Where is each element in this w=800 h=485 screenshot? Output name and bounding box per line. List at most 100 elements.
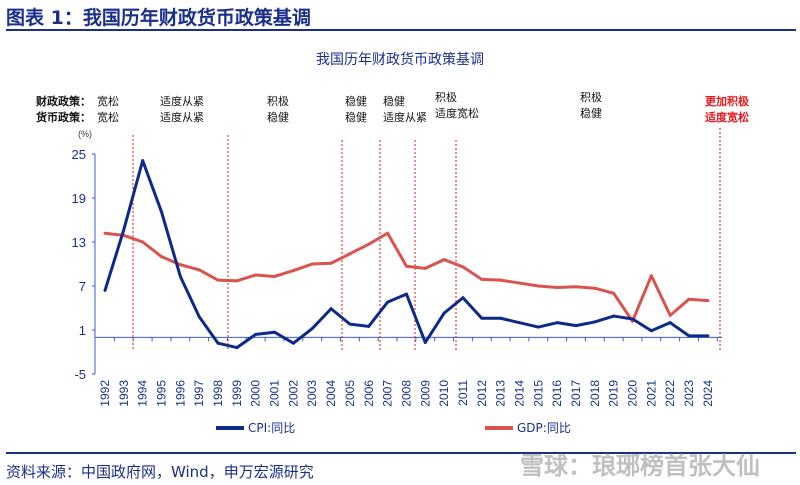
data-point-cpi: [404, 292, 408, 296]
data-point-cpi: [612, 314, 616, 318]
x-tick-label: 1992: [98, 380, 112, 407]
data-point-gdp: [103, 231, 107, 235]
chart-title: 我国历年财政货币政策基调: [316, 52, 484, 68]
data-point-gdp: [178, 263, 182, 267]
y-tick-label: 7: [79, 279, 86, 294]
legend-gdp: GDP:同比: [485, 419, 571, 436]
y-axis-unit: (%): [78, 129, 92, 139]
policy-monetary-label: 稳健: [580, 107, 602, 120]
data-point-gdp: [517, 281, 521, 285]
data-point-gdp: [348, 252, 352, 256]
y-tick-label: 1: [79, 323, 86, 338]
x-tick-label: 2013: [494, 380, 508, 407]
x-tick-label: 1999: [230, 380, 244, 407]
x-tick-label: 2003: [305, 380, 319, 407]
policy-monetary-label: 适度宽松: [435, 107, 479, 120]
data-point-gdp: [404, 264, 408, 268]
policy-monetary-label: 宽松: [97, 111, 119, 124]
data-point-cpi: [235, 346, 239, 350]
legend-swatch-gdp: [485, 425, 513, 430]
legend-cpi: CPI:同比: [216, 419, 295, 436]
policy-fiscal-label: 宽松: [97, 95, 119, 108]
x-tick-label: 2015: [531, 380, 545, 407]
x-tick-label: 2006: [362, 380, 376, 407]
data-point-gdp: [649, 274, 653, 278]
x-tick-label: 2009: [418, 380, 432, 407]
data-point-cpi: [574, 324, 578, 328]
data-point-gdp: [160, 255, 164, 259]
x-tick-label: 2012: [475, 380, 489, 407]
policy-fiscal-label: 积极: [580, 91, 602, 104]
x-tick-label: 2005: [343, 380, 357, 407]
x-tick-label: 2014: [512, 380, 526, 407]
data-point-cpi: [706, 334, 710, 338]
data-point-cpi: [668, 321, 672, 325]
data-point-gdp: [423, 266, 427, 270]
data-point-gdp: [461, 265, 465, 269]
data-point-gdp: [593, 286, 597, 290]
data-point-cpi: [593, 320, 597, 324]
data-point-cpi: [499, 316, 503, 320]
data-point-cpi: [310, 327, 314, 331]
data-point-gdp: [668, 313, 672, 317]
data-point-gdp: [235, 279, 239, 283]
x-tick-label: 2021: [644, 380, 658, 407]
data-point-cpi: [141, 159, 145, 163]
x-tick-label: 1995: [155, 380, 169, 407]
policy-fiscal-label: 积极: [267, 95, 289, 108]
x-tick-label: 2000: [249, 380, 263, 407]
data-point-cpi: [122, 228, 126, 232]
x-tick-label: 2010: [437, 380, 451, 407]
x-tick-label: 1996: [173, 380, 187, 407]
x-tick-label: 1998: [211, 380, 225, 407]
x-tick-label: 2016: [550, 380, 564, 407]
data-point-gdp: [197, 268, 201, 272]
policy-monetary-label: 稳健: [345, 111, 367, 124]
fiscal-policy-header: 财政政策：: [36, 95, 91, 108]
policy-fiscal-label: 更加积极: [705, 95, 749, 108]
data-point-cpi: [329, 307, 333, 311]
data-point-gdp: [536, 284, 540, 288]
x-tick-label: 2023: [682, 380, 696, 407]
data-point-cpi: [555, 321, 559, 325]
policy-monetary-label: 适度宽松: [705, 111, 749, 124]
data-point-cpi: [536, 325, 540, 329]
data-point-gdp: [499, 278, 503, 282]
data-point-cpi: [216, 341, 220, 345]
data-point-cpi: [386, 300, 390, 304]
x-tick-label: 2024: [701, 380, 715, 407]
data-point-gdp: [706, 299, 710, 303]
data-point-gdp: [480, 277, 484, 281]
data-point-gdp: [310, 262, 314, 266]
legend-label-cpi: CPI:同比: [248, 421, 296, 435]
data-point-cpi: [291, 341, 295, 345]
source-note: 资料来源：中国政府网，Wind，申万宏源研究: [6, 463, 314, 481]
y-tick-label: 13: [72, 235, 86, 250]
policy-fiscal-label: 适度从紧: [160, 95, 204, 108]
data-point-cpi: [197, 315, 201, 319]
series-line-cpi: [103, 159, 708, 350]
legend-swatch-cpi: [216, 425, 244, 430]
x-tick-label: 2019: [607, 380, 621, 407]
data-point-gdp: [442, 258, 446, 262]
monetary-policy-header: 货币政策：: [36, 111, 91, 124]
data-point-cpi: [631, 317, 635, 321]
data-point-cpi: [273, 330, 277, 334]
data-point-cpi: [649, 329, 653, 333]
data-point-gdp: [574, 285, 578, 289]
data-point-cpi: [367, 324, 371, 328]
data-point-cpi: [461, 296, 465, 300]
data-point-gdp: [367, 242, 371, 246]
data-point-gdp: [612, 291, 616, 295]
data-point-cpi: [687, 334, 691, 338]
data-point-cpi: [517, 321, 521, 325]
data-point-cpi: [178, 274, 182, 278]
data-point-gdp: [386, 231, 390, 235]
policy-monetary-label: 适度从紧: [383, 111, 427, 124]
data-point-cpi: [480, 316, 484, 320]
policy-fiscal-label: 稳健: [383, 95, 405, 108]
y-tick-label: 19: [72, 191, 86, 206]
x-tick-label: 2001: [268, 380, 282, 407]
x-tick-label: 2017: [569, 380, 583, 407]
